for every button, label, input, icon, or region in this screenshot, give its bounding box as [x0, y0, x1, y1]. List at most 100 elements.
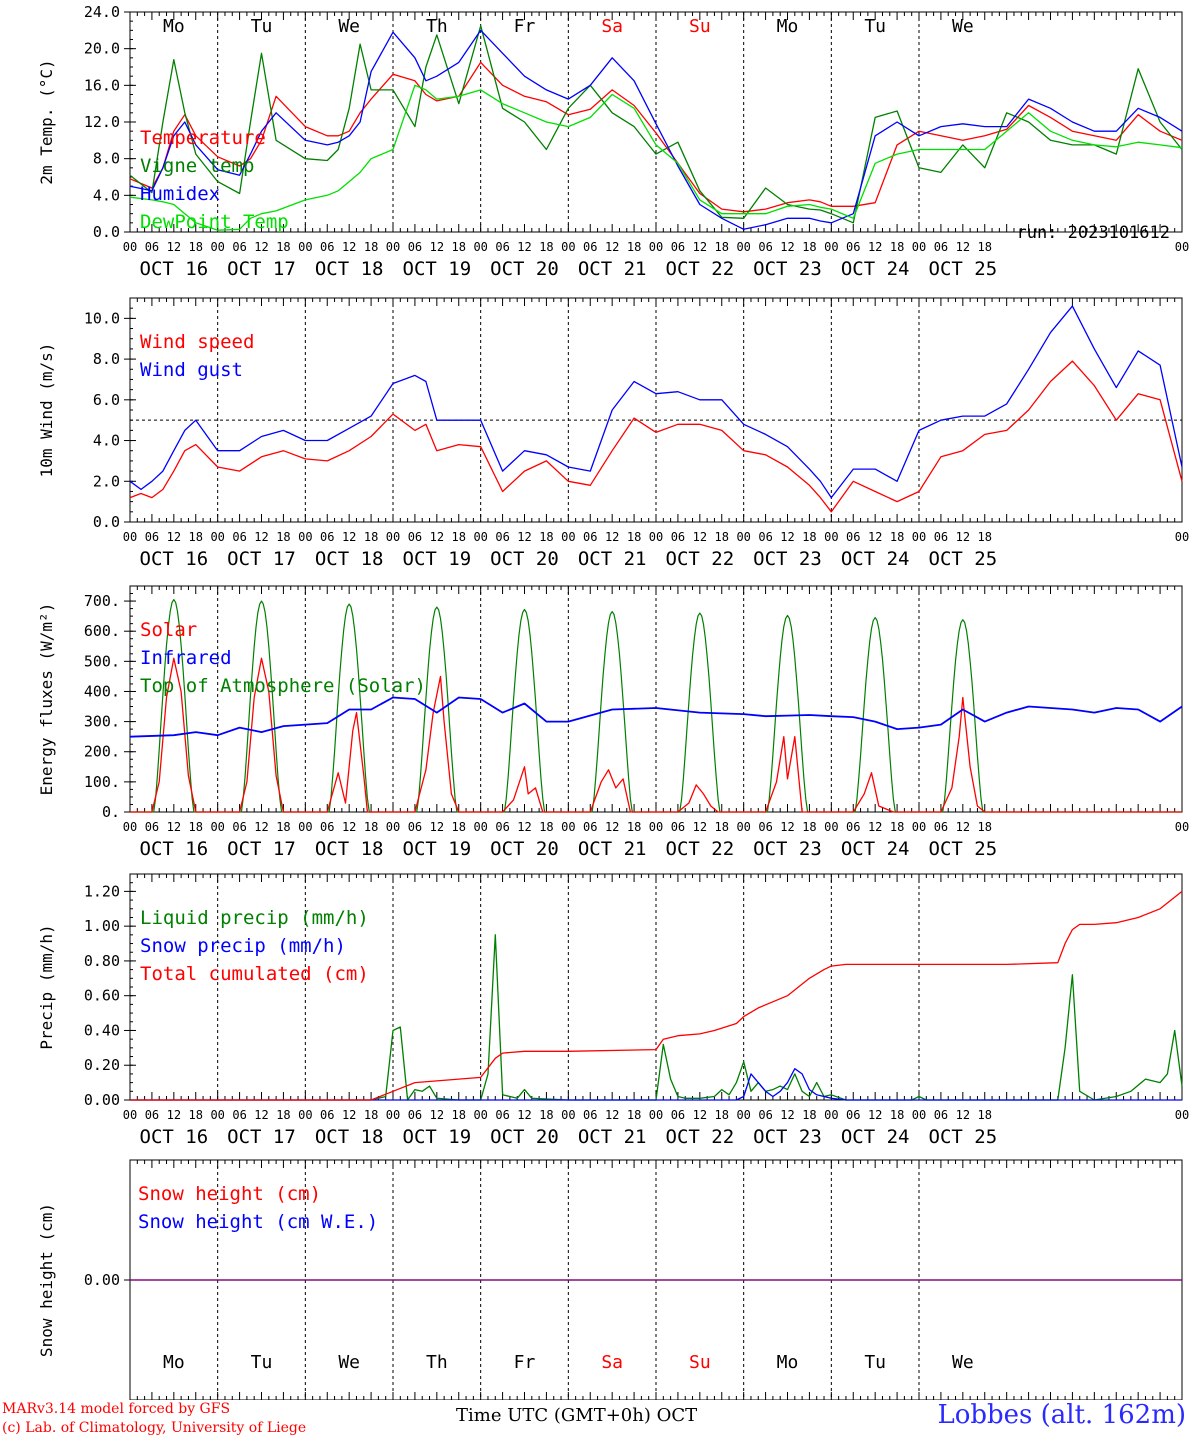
x-hour-label: 18 — [627, 530, 641, 544]
x-day-label: OCT 16 — [140, 838, 209, 860]
run-annotation: run: 2023101612 — [1016, 223, 1170, 243]
x-hour-label: 00 — [736, 530, 750, 544]
x-hour-label: 12 — [605, 1108, 619, 1122]
x-hour-label: 18 — [189, 820, 203, 834]
x-day-label: OCT 20 — [490, 1126, 559, 1148]
y-tick-label: 0.00 — [84, 1271, 120, 1289]
legend-entry: Total cumulated (cm) — [140, 963, 369, 985]
x-hour-label: 12 — [254, 1108, 268, 1122]
weekday-label: Tu — [251, 1352, 273, 1373]
legend-entry: Top of Atmosphere (Solar) — [140, 675, 426, 697]
x-hour-label: 12 — [956, 820, 970, 834]
legend-entry: DewPoint Temp — [140, 211, 289, 233]
x-hour-label: 12 — [956, 240, 970, 254]
x-hour-label: 12 — [430, 820, 444, 834]
x-day-label: OCT 20 — [490, 548, 559, 570]
x-hour-label: 12 — [868, 240, 882, 254]
x-hour-label: 18 — [539, 820, 553, 834]
x-hour-label: 00 — [210, 530, 224, 544]
x-hour-label: 18 — [276, 820, 290, 834]
series-line-4 — [129, 84, 1183, 231]
x-day-label: OCT 22 — [666, 1126, 735, 1148]
x-hour-label: 00 — [386, 820, 400, 834]
x-day-label: OCT 19 — [403, 838, 472, 860]
x-hour-label: 18 — [890, 240, 904, 254]
x-hour-label: 12 — [780, 240, 794, 254]
x-hour-label: 12 — [254, 530, 268, 544]
y-axis-label: 2m Temp. (°C) — [37, 59, 56, 184]
x-day-label: OCT 24 — [841, 548, 910, 570]
x-day-label: OCT 24 — [841, 258, 910, 280]
x-day-label: OCT 17 — [227, 548, 296, 570]
x-hour-label: 06 — [846, 1108, 860, 1122]
x-hour-label: 12 — [868, 530, 882, 544]
x-hour-label: 18 — [189, 240, 203, 254]
x-hour-label: 06 — [846, 820, 860, 834]
x-day-label: OCT 16 — [140, 1126, 209, 1148]
x-hour-label: 06 — [934, 1108, 948, 1122]
x-hour-label: 06 — [846, 530, 860, 544]
x-day-label: OCT 18 — [315, 548, 384, 570]
x-hour-label: 00 — [473, 1108, 487, 1122]
x-day-label: OCT 16 — [140, 258, 209, 280]
x-hour-label: 06 — [320, 1108, 334, 1122]
x-hour-label: 12 — [254, 820, 268, 834]
legend-entry: Temperature — [140, 127, 266, 149]
legend-entry: Snow precip (mm/h) — [140, 935, 346, 957]
x-hour-label: 18 — [276, 240, 290, 254]
x-day-label: OCT 21 — [578, 548, 647, 570]
series-line-3 — [129, 29, 1183, 230]
x-hour-label: 06 — [583, 530, 597, 544]
x-hour-label: 12 — [430, 1108, 444, 1122]
weekday-label: Tu — [864, 1352, 886, 1373]
x-hour-label: 12 — [254, 240, 268, 254]
x-hour-label: 12 — [693, 820, 707, 834]
y-tick-label: 20.0 — [84, 40, 120, 58]
x-day-label: OCT 19 — [403, 1126, 472, 1148]
weekday-label: Th — [426, 16, 448, 37]
credit-model: MARv3.14 model forced by GFS — [2, 1401, 231, 1417]
x-day-label: OCT 23 — [753, 838, 822, 860]
y-tick-label: 0.00 — [84, 1091, 120, 1109]
x-hour-label: 18 — [890, 820, 904, 834]
x-hour-label: 18 — [539, 240, 553, 254]
y-axis-label: Snow height (cm) — [37, 1203, 56, 1357]
x-hour-label: 00 — [210, 240, 224, 254]
y-tick-label: 16.0 — [84, 76, 120, 94]
x-hour-label: 18 — [715, 240, 729, 254]
weekday-label: We — [952, 1352, 974, 1373]
x-hour-label: 18 — [890, 1108, 904, 1122]
y-tick-label: 6.0 — [93, 391, 120, 409]
x-hour-label: 12 — [868, 1108, 882, 1122]
weekday-label: We — [338, 16, 360, 37]
x-hour-label: 18 — [715, 1108, 729, 1122]
x-hour-label: 12 — [167, 240, 181, 254]
x-day-label: OCT 18 — [315, 1126, 384, 1148]
x-hour-label: 06 — [758, 1108, 772, 1122]
x-hour-label: 18 — [452, 1108, 466, 1122]
x-hour-label: 06 — [145, 1108, 159, 1122]
series-line-3 — [130, 890, 1183, 1101]
x-hour-label: 00 — [736, 1108, 750, 1122]
x-hour-label: 18 — [802, 530, 816, 544]
x-hour-label: 18 — [978, 240, 992, 254]
y-tick-label: 0. — [102, 803, 120, 821]
x-hour-label: 18 — [364, 240, 378, 254]
y-tick-label: 24.0 — [84, 3, 120, 21]
x-day-label: OCT 17 — [227, 1126, 296, 1148]
x-hour-label: 00 — [824, 1108, 838, 1122]
legend-entry: Wind speed — [140, 331, 254, 353]
x-hour-label: 06 — [495, 820, 509, 834]
x-hour-label: 00 — [912, 530, 926, 544]
x-hour-label: 12 — [780, 530, 794, 544]
y-tick-label: 0.80 — [84, 952, 120, 970]
x-hour-label: 00 — [123, 240, 137, 254]
x-day-label: OCT 25 — [929, 258, 998, 280]
x-day-label: OCT 21 — [578, 838, 647, 860]
x-hour-label: 18 — [452, 240, 466, 254]
x-hour-label: 12 — [868, 820, 882, 834]
weekday-label: Su — [689, 1352, 711, 1373]
x-day-label: OCT 16 — [140, 548, 209, 570]
x-hour-label: 06 — [671, 820, 685, 834]
